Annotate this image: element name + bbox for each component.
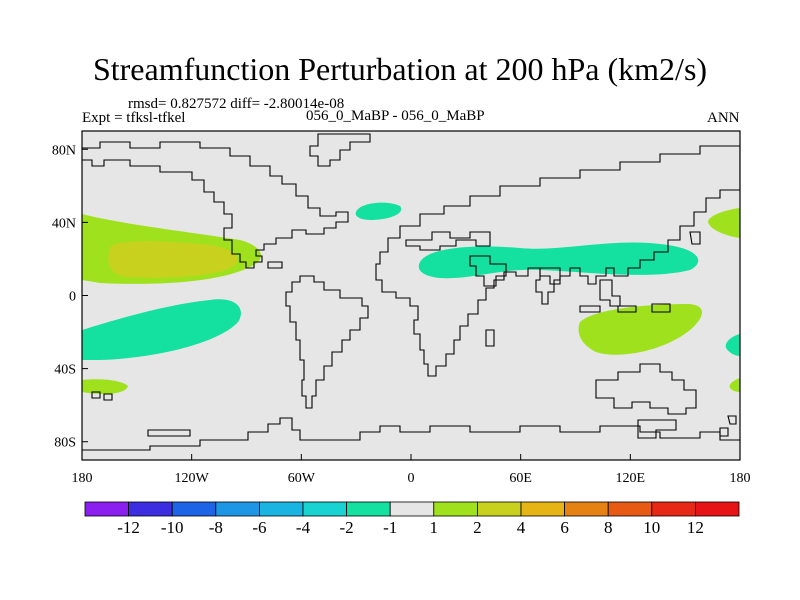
- colorbar-label: 6: [560, 518, 569, 537]
- fill-east-edge-south-positive: [729, 378, 740, 392]
- coastline-indonesia: [579, 303, 671, 313]
- x-axis: 180 120W 60W 0 60E 120E 180: [72, 454, 751, 486]
- coastline-africa-eurasia: [375, 145, 740, 377]
- colorbar-label: 10: [643, 518, 660, 537]
- coastline-japan: [689, 231, 701, 245]
- experiment-text: Expt = tfksl-tfkel: [82, 110, 186, 126]
- fill-north-atlantic-negative: [355, 202, 402, 220]
- x-tick-label: 60W: [288, 471, 316, 486]
- fill-north-pacific-core: [108, 241, 238, 278]
- colorbar-swatch: [346, 501, 391, 517]
- chart-title: Streamfunction Perturbation at 200 hPa (…: [92, 51, 708, 87]
- colorbar-swatch: [171, 501, 217, 517]
- colorbar-label: 4: [517, 518, 526, 537]
- colorbar-swatch: [128, 501, 173, 517]
- coastline-australia: [595, 363, 697, 415]
- coastline-falkland: [91, 391, 113, 401]
- coastline-south-america: [285, 275, 369, 409]
- y-tick-label: 80S: [54, 436, 76, 451]
- colorbar-swatch: [476, 501, 522, 517]
- colorbar-swatch: [564, 501, 609, 517]
- coastline-antarctica: [82, 417, 740, 451]
- colorbar-label: -8: [209, 518, 223, 537]
- colorbar-label: 12: [687, 518, 704, 537]
- colorbar-swatch: [215, 501, 260, 517]
- colorbar-swatch: [433, 501, 478, 517]
- coastline-mediterranean: [405, 231, 491, 251]
- colorbar-swatch: [520, 501, 565, 517]
- stats-text: rmsd= 0.827572 diff= -2.80014e-08: [128, 96, 345, 112]
- coastline-caribbean: [267, 261, 283, 269]
- colorbar-swatch: [607, 501, 653, 517]
- x-tick-label: 60E: [509, 471, 532, 486]
- map-background: [82, 131, 740, 460]
- coastline-arabia: [469, 255, 507, 287]
- coastlines: [82, 133, 740, 451]
- colorbar-label: -2: [340, 518, 354, 537]
- colorbar: -12 -10 -8 -6 -4 -2 -1 1 2 4 6 8 10 12: [84, 501, 740, 537]
- colorbar-label: -12: [117, 518, 140, 537]
- fill-south-pacific-negative: [82, 299, 241, 360]
- colorbar-swatch: [389, 501, 435, 517]
- coastline-india: [535, 267, 561, 305]
- colorbar-swatch: [651, 501, 696, 517]
- fill-south-pacific-positive: [82, 379, 128, 394]
- fill-east-edge-south-negative: [725, 334, 740, 356]
- colorbar-swatch: [258, 501, 304, 517]
- colorbar-label: -4: [296, 518, 311, 537]
- coastline-north-america: [82, 141, 349, 269]
- x-tick-label: 180: [730, 471, 751, 486]
- coastline-madagascar: [485, 329, 495, 347]
- x-tick-label: 180: [72, 471, 93, 486]
- colorbar-label: -1: [383, 518, 397, 537]
- coastline-antarctic-shelf: [637, 419, 677, 439]
- season-label: ANN: [707, 110, 740, 126]
- colorbar-swatch: [302, 501, 347, 517]
- y-tick-label: 0: [69, 290, 76, 305]
- colorbar-label: 8: [604, 518, 613, 537]
- case-label: 056_0_MaBP - 056_0_MaBP: [306, 108, 485, 124]
- y-tick-label: 40N: [52, 216, 76, 231]
- fill-indian-ocean-positive: [578, 304, 703, 355]
- fill-east-edge-north-positive: [708, 208, 740, 238]
- colorbar-label: 1: [430, 518, 439, 537]
- coastline-antarctic-peninsula: [147, 429, 191, 437]
- y-tick-label: 80N: [52, 143, 76, 158]
- x-tick-label: 0: [408, 471, 415, 486]
- x-tick-label: 120E: [616, 471, 646, 486]
- coastline-greenland: [309, 133, 371, 167]
- colorbar-swatch: [84, 501, 129, 517]
- y-axis: 80N 40N 0 40S 80S: [52, 143, 88, 451]
- contour-fills: [82, 202, 740, 394]
- x-tick-label: 120W: [175, 471, 210, 486]
- colorbar-label: 2: [473, 518, 482, 537]
- colorbar-swatch: [695, 501, 740, 517]
- colorbar-label: -10: [161, 518, 184, 537]
- colorbar-label: -6: [252, 518, 266, 537]
- y-tick-label: 40S: [54, 363, 76, 378]
